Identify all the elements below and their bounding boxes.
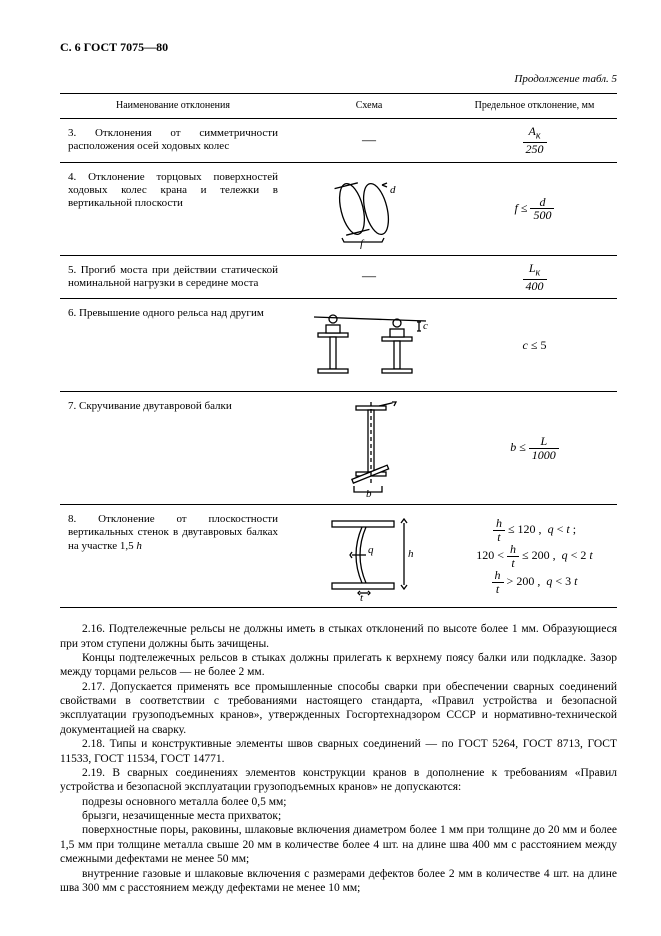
- svg-text:h: h: [408, 548, 414, 560]
- table-row: 5. Прогиб моста при действии статической…: [60, 255, 617, 298]
- deviation-name: 7. Скручивание двутавровой балки: [60, 392, 286, 505]
- paragraph: поверхностные поры, раковины, шлаковые в…: [60, 823, 617, 866]
- table-row: 4. Отклонение торцовых по­верхностей ход…: [60, 162, 617, 255]
- scheme-cell: c: [286, 299, 452, 392]
- limit-cell: ht ≤ 120 , q < t ;120 < ht ≤ 200 , q < 2…: [452, 505, 617, 608]
- paragraph: Концы подтележечных рельсов в стыках дол…: [60, 651, 617, 680]
- table-row: 7. Скручивание двутавровой балки b b ≤ L…: [60, 392, 617, 505]
- body-paragraphs: 2.16. Подтележечные рельсы не должны име…: [60, 622, 617, 895]
- limit-cell: f ≤ d500: [452, 162, 617, 255]
- page-header: С. 6 ГОСТ 7075—80: [60, 40, 617, 55]
- table-row: 3. Отклонения от симметрич­ности располо…: [60, 119, 617, 162]
- paragraph: 2.16. Подтележечные рельсы не должны име…: [60, 622, 617, 651]
- table-row: 6. Превышение одного рельса над другим c…: [60, 299, 617, 392]
- deviation-name: 8. Отклонение от плоскостности вертикаль…: [60, 505, 286, 608]
- col-scheme: Схема: [286, 93, 452, 119]
- deviation-name: 5. Прогиб моста при действии статической…: [60, 255, 286, 298]
- col-name: Наименование отклонения: [60, 93, 286, 119]
- deviation-name: 4. Отклонение торцовых по­верхностей ход…: [60, 162, 286, 255]
- svg-text:d: d: [390, 184, 396, 196]
- scheme-cell: d f: [286, 162, 452, 255]
- table-row: 8. Отклонение от плоскостности вертикаль…: [60, 505, 617, 608]
- svg-text:c: c: [423, 320, 428, 332]
- svg-text:b: b: [366, 488, 372, 498]
- paragraph: подрезы основного металла более 0,5 мм;: [60, 795, 617, 809]
- scheme-cell: h t q: [286, 505, 452, 608]
- scheme-cell: —: [286, 255, 452, 298]
- table-continuation: Продолжение табл. 5: [60, 73, 617, 87]
- limit-cell: Aк250: [452, 119, 617, 162]
- paragraph: 2.18. Типы и конструктивные элементы шво…: [60, 737, 617, 766]
- scheme-cell: —: [286, 119, 452, 162]
- paragraph: внутренние газовые и шлаковые включения …: [60, 867, 617, 896]
- scheme-cell: b: [286, 392, 452, 505]
- col-limit: Предельное отклонение, мм: [452, 93, 617, 119]
- limit-cell: c ≤ 5: [452, 299, 617, 392]
- svg-text:f: f: [360, 238, 365, 249]
- deviation-name: 3. Отклонения от симметрич­ности располо…: [60, 119, 286, 162]
- limit-cell: b ≤ L1000: [452, 392, 617, 505]
- limit-cell: Lк400: [452, 255, 617, 298]
- deviation-name: 6. Превышение одного рельса над другим: [60, 299, 286, 392]
- deviations-table: Наименование отклонения Схема Предельное…: [60, 93, 617, 608]
- paragraph: брызги, незачищенные места прихваток;: [60, 809, 617, 823]
- svg-text:q: q: [368, 544, 374, 556]
- paragraph: 2.19. В сварных соединениях элементов ко…: [60, 766, 617, 795]
- paragraph: 2.17. Допускается применять все промышле…: [60, 680, 617, 738]
